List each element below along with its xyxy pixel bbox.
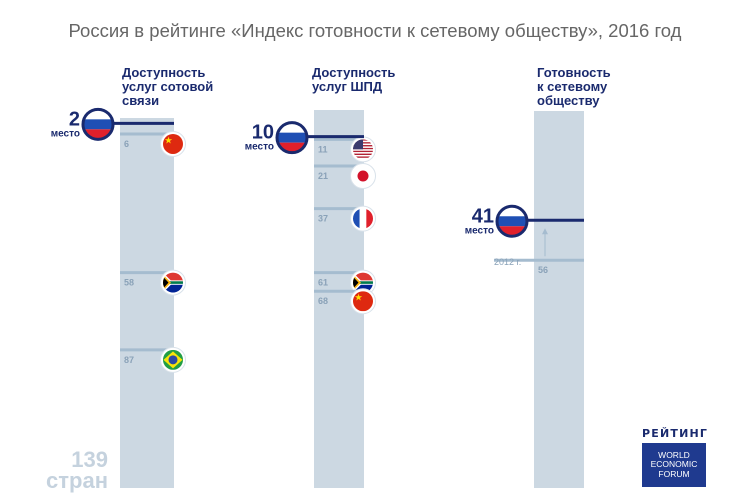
rank-2012-value: 56 [538, 265, 548, 275]
svg-text:★: ★ [354, 293, 363, 304]
russia-rank-word: место [465, 225, 494, 236]
wef-line-3: FORUM [658, 468, 690, 479]
total-count-number: 139 [71, 447, 108, 472]
country-rank-value: 21 [318, 171, 328, 181]
column-3-title-line: к сетевому [537, 79, 608, 94]
russia-flag-icon [495, 204, 529, 238]
japan-flag-icon [350, 162, 376, 189]
country-rank-value: 11 [318, 144, 328, 154]
wef-box: WORLD ECONOMIC FORUM [642, 443, 706, 487]
country-rank-value: 61 [318, 278, 328, 288]
country-rank-value: 6 [124, 139, 129, 149]
russia-rank-number: 2 [69, 108, 80, 130]
chart-title: Россия в рейтинге «Индекс готовности к с… [68, 20, 682, 41]
svg-text:★: ★ [164, 135, 173, 146]
russia-flag-icon [81, 107, 115, 141]
column-1-bar [120, 118, 174, 488]
wef-line-2: ECONOMIC [650, 459, 698, 470]
south-africa-flag-icon [350, 269, 376, 296]
russia-rank-word: место [51, 128, 80, 139]
total-count-unit: стран [46, 468, 108, 493]
column-2-title-line: услуг ШПД [312, 79, 383, 94]
france-flag-icon [350, 205, 376, 232]
usa-flag-icon [350, 136, 376, 163]
column-3-bar [534, 111, 584, 488]
column-1-title-line: связи [122, 93, 159, 108]
column-1-title-line: услуг сотовой [122, 79, 213, 94]
russia-rank-word: место [245, 142, 274, 153]
country-rank-value: 68 [318, 296, 328, 306]
south-africa-flag-icon [160, 269, 186, 296]
improvement-arrow-head [542, 228, 548, 235]
wef-line-1: WORLD [658, 449, 690, 460]
china-flag-icon: ★ [160, 130, 186, 157]
china-flag-icon: ★ [350, 288, 376, 315]
russia-rank-number: 10 [252, 122, 274, 144]
russia-flag-icon [275, 121, 309, 155]
column-2-title-line: Доступность [312, 65, 395, 80]
brazil-flag-icon [160, 346, 186, 373]
column-3-title-line: Готовность [537, 65, 611, 80]
country-rank-value: 87 [124, 355, 134, 365]
column-1-title-line: Доступность [122, 65, 205, 80]
year-2012-label: 2012 г. [494, 257, 521, 267]
wef-logo: РЕЙТИНГ WORLD ECONOMIC FORUM [642, 427, 709, 487]
russia-rank-number: 41 [472, 205, 494, 227]
column-3-title-line: обществу [537, 93, 600, 108]
source-label: РЕЙТИНГ [642, 427, 709, 440]
country-rank-value: 37 [318, 214, 328, 224]
country-rank-value: 58 [124, 278, 134, 288]
